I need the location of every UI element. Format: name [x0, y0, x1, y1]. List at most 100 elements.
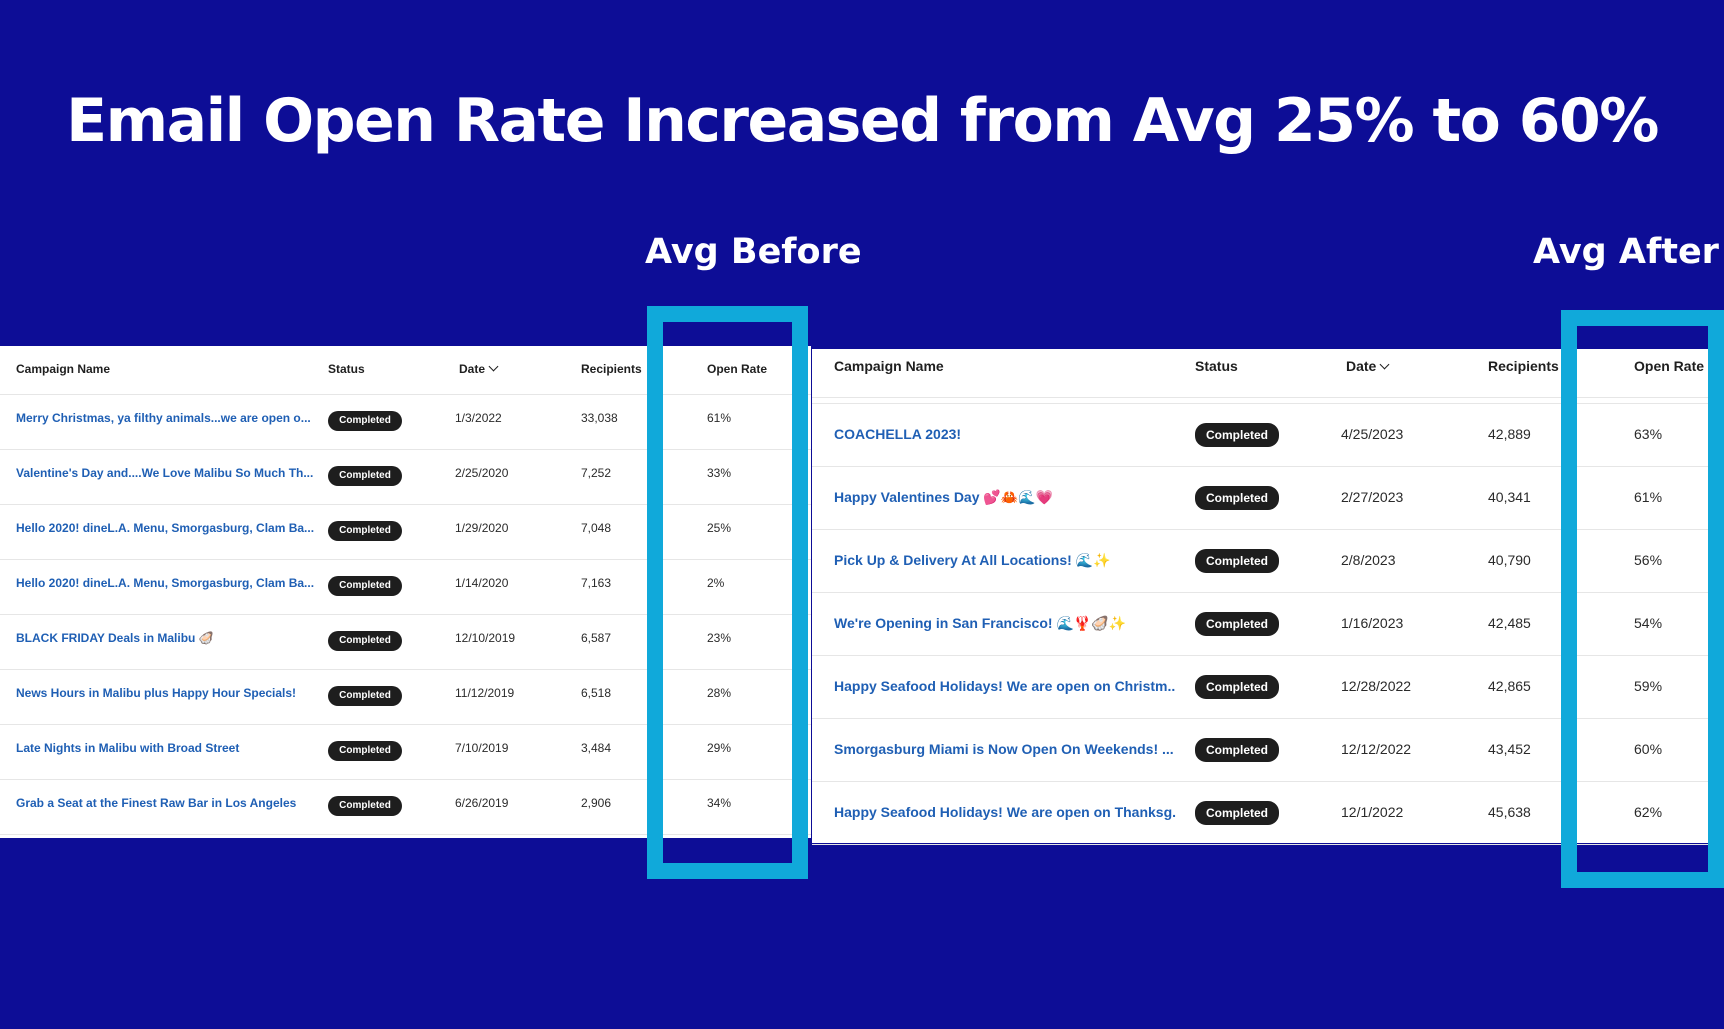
table-row[interactable]: Late Nights in Malibu with Broad Street C…	[0, 725, 811, 780]
campaign-name-link[interactable]: Happy Valentines Day 💕🦀🌊💗	[834, 489, 1054, 505]
table-row[interactable]: Happy Valentines Day 💕🦀🌊💗 Completed 2/27/2…	[812, 467, 1724, 530]
status-badge: Completed	[1195, 423, 1279, 447]
table-row[interactable]: Valentine's Day and....We Love Malibu So…	[0, 450, 811, 505]
open-rate-cell: 29%	[707, 741, 732, 755]
column-header-date[interactable]: Date	[459, 361, 499, 376]
open-rate-cell: 56%	[1634, 552, 1663, 568]
campaign-name-link[interactable]: Late Nights in Malibu with Broad Street	[16, 741, 240, 755]
status-badge: Completed	[1195, 549, 1279, 573]
date-cell: 1/16/2023	[1341, 615, 1404, 631]
open-rate-highlight-before	[647, 306, 808, 879]
campaign-name-link[interactable]: Grab a Seat at the Finest Raw Bar in Los…	[16, 796, 297, 810]
campaign-table-before: Campaign Name Status Date Recipients Ope…	[0, 346, 811, 838]
column-header-recipients[interactable]: Recipients	[581, 362, 642, 376]
campaign-name-link[interactable]: News Hours in Malibu plus Happy Hour Spe…	[16, 686, 297, 700]
date-cell: 2/25/2020	[455, 466, 509, 480]
open-rate-cell: 34%	[707, 796, 732, 810]
date-cell: 6/26/2019	[455, 796, 509, 810]
open-rate-cell: 2%	[707, 576, 725, 590]
column-header-campaign-name[interactable]: Campaign Name	[16, 362, 111, 376]
date-cell: 4/25/2023	[1341, 426, 1404, 442]
date-cell: 2/27/2023	[1341, 489, 1404, 505]
status-badge: Completed	[328, 521, 402, 541]
chevron-down-icon	[1379, 359, 1390, 370]
campaign-name-link[interactable]: Pick Up & Delivery At All Locations! 🌊✨	[834, 552, 1111, 568]
open-rate-cell: 23%	[707, 631, 732, 645]
table-row[interactable]: News Hours in Malibu plus Happy Hour Spe…	[0, 670, 811, 725]
campaign-name-link[interactable]: BLACK FRIDAY Deals in Malibu 🦪	[16, 631, 214, 645]
campaign-name-link[interactable]: We're Opening in San Francisco! 🌊🦞🦪✨	[834, 615, 1127, 631]
date-cell: 11/12/2019	[455, 686, 515, 700]
chevron-down-icon	[488, 361, 499, 372]
table-row[interactable]: Smorgasburg Miami is Now Open On Weekend…	[812, 719, 1724, 782]
recipients-cell: 45,638	[1488, 804, 1531, 820]
recipients-cell: 3,484	[581, 741, 612, 755]
date-cell: 1/3/2022	[455, 411, 502, 425]
campaign-name-link[interactable]: Hello 2020! dineL.A. Menu, Smorgasburg, …	[16, 576, 315, 590]
campaign-name-link[interactable]: Hello 2020! dineL.A. Menu, Smorgasburg, …	[16, 521, 315, 535]
column-header-date[interactable]: Date	[1346, 358, 1390, 374]
recipients-cell: 7,163	[581, 576, 612, 590]
table-row[interactable]: Happy Seafood Holidays! We are open on T…	[812, 782, 1724, 845]
table-header: Campaign Name Status Date Recipients Ope…	[812, 349, 1724, 398]
open-rate-cell: 61%	[1634, 489, 1663, 505]
column-header-status[interactable]: Status	[328, 362, 365, 376]
campaign-name-link[interactable]: Valentine's Day and....We Love Malibu So…	[16, 466, 314, 480]
date-cell: 12/28/2022	[1341, 678, 1412, 694]
status-badge: Completed	[328, 411, 402, 431]
open-rate-cell: 63%	[1634, 426, 1663, 442]
table-row[interactable]: Pick Up & Delivery At All Locations! 🌊✨ C…	[812, 530, 1724, 593]
status-badge: Completed	[328, 466, 402, 486]
campaign-name-link[interactable]: Happy Seafood Holidays! We are open on T…	[834, 804, 1176, 820]
status-badge: Completed	[328, 576, 402, 596]
table-row[interactable]: Merry Christmas, ya filthy animals...we …	[0, 395, 811, 450]
recipients-cell: 42,485	[1488, 615, 1531, 631]
column-header-open-rate[interactable]: Open Rate	[1634, 358, 1705, 374]
status-badge: Completed	[328, 796, 402, 816]
date-cell: 1/14/2020	[455, 576, 509, 590]
campaign-name-link[interactable]: Happy Seafood Holidays! We are open on C…	[834, 678, 1176, 694]
campaign-name-link[interactable]: Merry Christmas, ya filthy animals...we …	[16, 411, 311, 425]
recipients-cell: 33,038	[581, 411, 618, 425]
date-cell: 7/10/2019	[455, 741, 509, 755]
table-row[interactable]: Hello 2020! dineL.A. Menu, Smorgasburg, …	[0, 505, 811, 560]
campaign-name-link[interactable]: COACHELLA 2023!	[834, 426, 962, 442]
open-rate-highlight-after	[1561, 310, 1724, 888]
table-row[interactable]: BLACK FRIDAY Deals in Malibu 🦪 Completed 1…	[0, 615, 811, 670]
date-cell: 1/29/2020	[455, 521, 509, 535]
open-rate-cell: 25%	[707, 521, 732, 535]
column-header-campaign-name[interactable]: Campaign Name	[834, 358, 944, 374]
recipients-cell: 7,048	[581, 521, 612, 535]
status-badge: Completed	[1195, 486, 1279, 510]
table-row[interactable]: We're Opening in San Francisco! 🌊🦞🦪✨ Comp…	[812, 593, 1724, 656]
campaign-name-link[interactable]: Smorgasburg Miami is Now Open On Weekend…	[834, 741, 1174, 757]
column-header-status[interactable]: Status	[1195, 358, 1238, 374]
open-rate-cell: 33%	[707, 466, 732, 480]
recipients-cell: 7,252	[581, 466, 612, 480]
table-row[interactable]: Hello 2020! dineL.A. Menu, Smorgasburg, …	[0, 560, 811, 615]
status-badge: Completed	[1195, 738, 1279, 762]
table-header: Campaign Name Status Date Recipients Ope…	[0, 346, 811, 395]
status-badge: Completed	[1195, 675, 1279, 699]
status-badge: Completed	[328, 741, 402, 761]
column-header-open-rate[interactable]: Open Rate	[707, 362, 768, 376]
recipients-cell: 2,906	[581, 796, 612, 810]
recipients-cell: 42,889	[1488, 426, 1531, 442]
open-rate-cell: 61%	[707, 411, 732, 425]
open-rate-cell: 54%	[1634, 615, 1663, 631]
status-badge: Completed	[1195, 612, 1279, 636]
table-row[interactable]: COACHELLA 2023! Completed 4/25/2023 42,889 6…	[812, 404, 1724, 467]
date-cell: 12/1/2022	[1341, 804, 1404, 820]
avg-after-label: Avg After	[1533, 232, 1719, 272]
open-rate-cell: 28%	[707, 686, 732, 700]
status-badge: Completed	[328, 686, 402, 706]
table-row[interactable]: Happy Seafood Holidays! We are open on C…	[812, 656, 1724, 719]
open-rate-cell: 59%	[1634, 678, 1663, 694]
recipients-cell: 42,865	[1488, 678, 1531, 694]
date-cell: 2/8/2023	[1341, 552, 1396, 568]
column-header-recipients[interactable]: Recipients	[1488, 358, 1559, 374]
date-cell: 12/10/2019	[455, 631, 516, 645]
recipients-cell: 6,518	[581, 686, 612, 700]
table-row[interactable]: Grab a Seat at the Finest Raw Bar in Los…	[0, 780, 811, 835]
headline: Email Open Rate Increased from Avg 25% t…	[66, 86, 1659, 156]
